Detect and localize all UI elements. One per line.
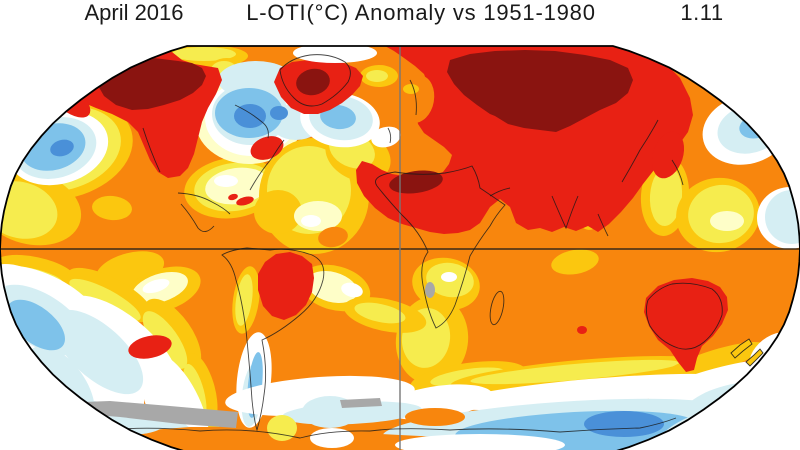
svg-text:L-OTI(°C) Anomaly vs 1951-1980: L-OTI(°C) Anomaly vs 1951-1980 (246, 0, 596, 25)
svg-text:1.11: 1.11 (680, 0, 723, 25)
svg-text:April 2016: April 2016 (84, 0, 183, 25)
